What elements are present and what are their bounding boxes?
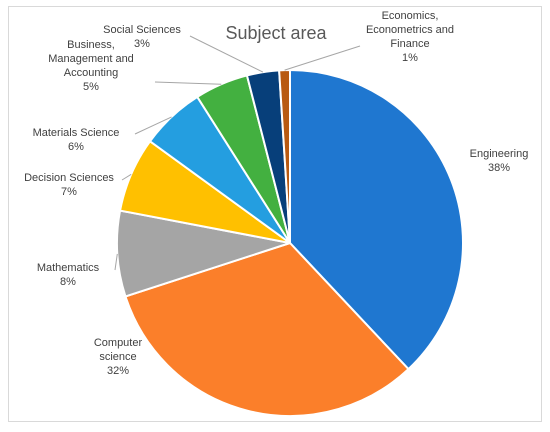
data-label-line: Management and <box>48 53 134 65</box>
data-label: Decision Sciences 7% <box>24 172 114 198</box>
data-label: Mathematics 8% <box>37 262 100 288</box>
data-label-line: 3% <box>134 38 150 50</box>
data-label: Social Sciences 3% <box>103 24 181 50</box>
data-label-line: 6% <box>68 141 84 153</box>
data-label-line: Econometrics and <box>366 24 454 36</box>
data-label: Materials Science 6% <box>33 127 120 153</box>
data-label-line: 38% <box>488 162 510 174</box>
pie-slice <box>124 241 410 417</box>
leader-line <box>134 116 172 135</box>
data-label-line: 7% <box>61 186 77 198</box>
data-label-line: 5% <box>83 81 99 93</box>
leader-line <box>284 45 361 71</box>
data-label-line: Social Sciences <box>103 24 181 36</box>
data-label-line: 32% <box>107 365 129 377</box>
data-label-line: Engineering <box>470 148 529 160</box>
data-label-line: Materials Science <box>33 127 120 139</box>
data-label-line: Economics, <box>382 10 439 22</box>
data-label-line: Mathematics <box>37 262 100 274</box>
data-label: Business, Management and Accounting 5% <box>48 39 134 93</box>
leader-line <box>189 35 264 73</box>
leader-line <box>114 253 118 271</box>
chart-title: Subject area <box>225 23 327 43</box>
leader-line <box>154 81 222 85</box>
data-label-line: Decision Sciences <box>24 172 114 184</box>
leader-lines <box>114 35 361 271</box>
data-label-line: Finance <box>390 38 429 50</box>
data-label-line: Accounting <box>64 67 118 79</box>
data-label-line: Business, <box>67 39 115 51</box>
pie-slices <box>115 68 465 417</box>
data-label: Economics, Econometrics and Finance 1% <box>366 10 454 64</box>
pie-slice <box>278 68 291 244</box>
data-label: Computer science 32% <box>94 337 143 377</box>
data-label-line: 1% <box>402 52 418 64</box>
data-label-line: 8% <box>60 276 76 288</box>
pie-slice <box>289 68 465 371</box>
data-label-line: science <box>99 351 136 363</box>
leader-line <box>121 173 132 181</box>
data-labels: Engineering 38% Computer science 32% Mathemat… <box>24 10 528 377</box>
data-label-line: Computer <box>94 337 143 349</box>
data-label: Engineering 38% <box>470 148 529 174</box>
